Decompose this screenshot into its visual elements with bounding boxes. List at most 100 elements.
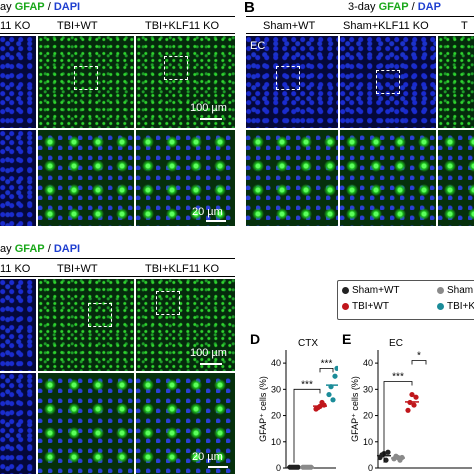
panel-b-zoom-3 bbox=[438, 130, 474, 226]
panel-a-overview-3: 100 µm bbox=[136, 36, 235, 128]
panel-a-group-3: TBI+KLF11 KO bbox=[145, 20, 220, 32]
chart-y-tick-label: 20 bbox=[271, 411, 281, 421]
chart-data-point bbox=[334, 365, 338, 371]
chart-data-point bbox=[291, 464, 297, 470]
chart-data-point bbox=[383, 457, 389, 463]
panel-a-group-1: 11 KO bbox=[0, 20, 31, 32]
legend-item-4: TBI+K bbox=[437, 301, 474, 312]
panel-c-header-rule bbox=[0, 258, 235, 259]
legend-label: Sham+WT bbox=[352, 285, 400, 296]
chart-significance-bracket bbox=[319, 367, 334, 373]
chart-significance-label: * bbox=[417, 350, 421, 361]
panel-b-dapi-label: DAP bbox=[417, 1, 441, 13]
panel-b-group-2: Sham+KLF11 KO bbox=[343, 20, 429, 32]
chart-y-axis-label: GFAP⁺ cells (%) bbox=[350, 376, 360, 442]
panel-c-zoom-1 bbox=[0, 373, 36, 474]
chart-title: EC bbox=[389, 338, 403, 349]
legend bbox=[337, 280, 474, 320]
chart-data-point bbox=[413, 394, 419, 400]
chart-data-point bbox=[409, 391, 415, 398]
chart-data-point bbox=[332, 373, 338, 379]
chart-y-tick-label: 0 bbox=[276, 463, 281, 473]
chart-y-tick-label: 10 bbox=[363, 437, 373, 447]
panel-c-zoom-3: 20 µm bbox=[136, 373, 235, 474]
panel-a-dapi-label: DAPI bbox=[53, 1, 81, 13]
panel-a-timepoint: ay bbox=[0, 1, 15, 13]
panel-b-zoom-box bbox=[376, 70, 400, 94]
legend-item-3: TBI+WT bbox=[342, 301, 389, 312]
panel-b-gfap-label: GFAP bbox=[378, 1, 409, 13]
chart-title: CTX bbox=[298, 338, 318, 349]
panel-c-dapi-label: DAPI bbox=[53, 243, 81, 255]
chart-significance-label: *** bbox=[392, 371, 404, 382]
panel-a-scale-bar-big bbox=[200, 118, 222, 120]
panel-b-overview-1: EC bbox=[246, 36, 338, 128]
chart-data-point bbox=[319, 399, 325, 406]
chart-y-axis-label: GFAP⁺ cells (%) bbox=[258, 376, 268, 442]
panel-b-overview-2 bbox=[340, 36, 436, 128]
legend-label: Sham bbox=[447, 285, 474, 296]
chart-data-point bbox=[395, 454, 401, 461]
legend-item-2: Sham bbox=[437, 285, 473, 296]
chart-panel-letter: D bbox=[250, 331, 260, 347]
chart-significance-bracket bbox=[293, 388, 321, 463]
chart-data-point bbox=[326, 391, 332, 398]
chart-y-tick-label: 0 bbox=[368, 463, 373, 473]
panel-a-zoom-1 bbox=[0, 130, 36, 226]
panel-b-group-rule bbox=[246, 33, 474, 34]
legend-swatch bbox=[437, 286, 444, 294]
panel-b-slash: / bbox=[408, 1, 418, 13]
chart-y-tick-label: 40 bbox=[363, 358, 373, 368]
panel-b-region-label: EC bbox=[250, 40, 266, 52]
panel-c-scale-label-small: 20 µm bbox=[192, 451, 223, 463]
panel-a-scale-label-small: 20 µm bbox=[192, 206, 223, 218]
chart-significance-label: *** bbox=[301, 379, 313, 390]
panel-c-group-2: TBI+WT bbox=[57, 263, 98, 275]
panel-b-overview-3 bbox=[438, 36, 474, 128]
panel-c-slash: / bbox=[44, 243, 54, 255]
chart-y-tick-label: 30 bbox=[271, 384, 281, 394]
panel-c-timepoint: ay bbox=[0, 243, 15, 255]
panel-a-slash: / bbox=[44, 1, 54, 13]
panel-b-zoom-1 bbox=[246, 130, 338, 226]
chart-data-point bbox=[328, 384, 334, 390]
panel-a-scale-label-big: 100 µm bbox=[190, 102, 227, 114]
chart-data-point bbox=[405, 407, 411, 413]
chart-data-point bbox=[411, 402, 417, 408]
panel-b-group-1: Sham+WT bbox=[263, 20, 316, 32]
panel-c-overview-1 bbox=[0, 279, 36, 371]
panel-b-zoom-2 bbox=[340, 130, 436, 226]
chart-y-tick-label: 20 bbox=[363, 411, 373, 421]
legend-item-1: Sham+WT bbox=[342, 285, 400, 296]
panel-a-zoom-box bbox=[74, 66, 98, 90]
chart-data-point bbox=[385, 449, 391, 455]
panel-b-header: 3-day GFAP / DAP bbox=[348, 1, 441, 13]
panel-c-zoom-2 bbox=[38, 373, 134, 474]
panel-a-overview-2 bbox=[38, 36, 134, 128]
panel-a-overview-1 bbox=[0, 36, 36, 128]
chart-y-tick-label: 30 bbox=[363, 384, 373, 394]
panel-a-scale-bar-small bbox=[206, 220, 226, 222]
panel-c-scale-bar-small bbox=[208, 466, 228, 468]
legend-label: TBI+K bbox=[447, 301, 474, 312]
panel-c-group-1: 11 KO bbox=[0, 263, 31, 275]
panel-b-letter: B bbox=[244, 0, 255, 16]
panel-c-gfap-label: GFAP bbox=[14, 243, 45, 255]
panel-a-group-rule bbox=[0, 33, 235, 34]
panel-a-zoom-2 bbox=[38, 130, 134, 226]
panel-b-timepoint: 3-day bbox=[348, 1, 379, 13]
chart-data-point bbox=[317, 403, 323, 409]
chart-data-point bbox=[330, 397, 336, 403]
legend-swatch bbox=[342, 286, 349, 294]
legend-swatch bbox=[342, 302, 349, 310]
panel-a-header: ay GFAP / DAPI bbox=[0, 1, 80, 13]
panel-c-overview-2 bbox=[38, 279, 134, 371]
panel-c-group-rule bbox=[0, 276, 235, 277]
legend-swatch bbox=[437, 302, 444, 310]
panel-c-header: ay GFAP / DAPI bbox=[0, 243, 80, 255]
chart-d: D CTX GFAP⁺ cells (%) 0 10 20 30 40 *** *** bbox=[250, 331, 338, 473]
panel-c-zoom-box bbox=[88, 303, 112, 327]
panel-a-zoom-3: 20 µm bbox=[136, 130, 235, 226]
panel-c-zoom-box bbox=[156, 291, 180, 315]
